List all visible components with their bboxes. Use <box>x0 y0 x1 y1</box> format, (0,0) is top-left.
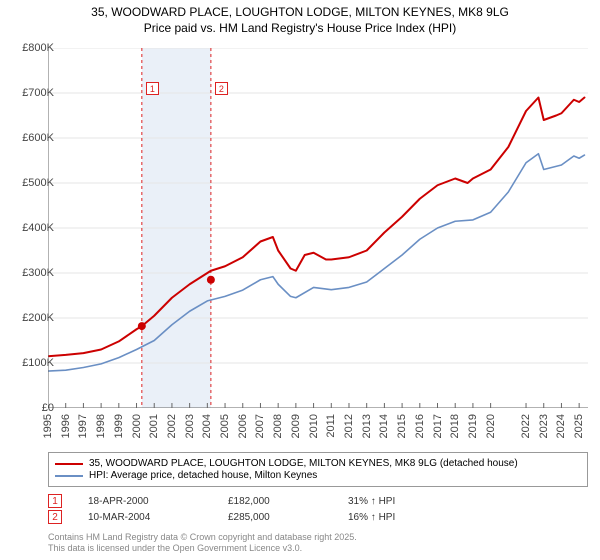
x-tick-label: 2002 <box>166 414 178 438</box>
x-tick-label: 2009 <box>290 414 302 438</box>
x-tick-label: 2014 <box>378 414 390 438</box>
sales-table: 1 18-APR-2000 £182,000 31% ↑ HPI 2 10-MA… <box>48 494 588 526</box>
chart-marker-badge: 1 <box>146 82 159 95</box>
sale-date: 10-MAR-2004 <box>88 512 228 523</box>
title-line1: 35, WOODWARD PLACE, LOUGHTON LODGE, MILT… <box>0 4 600 20</box>
y-tick-label: £400K <box>22 222 54 234</box>
y-tick-label: £300K <box>22 267 54 279</box>
sale-price: £285,000 <box>228 512 348 523</box>
chart-container: 35, WOODWARD PLACE, LOUGHTON LODGE, MILT… <box>0 0 600 560</box>
footer-line1: Contains HM Land Registry data © Crown c… <box>48 532 357 543</box>
x-tick-label: 2013 <box>361 414 373 438</box>
x-tick-label: 2012 <box>343 414 355 438</box>
y-tick-label: £0 <box>42 402 54 414</box>
x-tick-label: 2025 <box>573 414 585 438</box>
footer: Contains HM Land Registry data © Crown c… <box>48 532 357 555</box>
legend: 35, WOODWARD PLACE, LOUGHTON LODGE, MILT… <box>48 452 588 487</box>
x-tick-label: 2008 <box>272 414 284 438</box>
x-tick-label: 2000 <box>131 414 143 438</box>
y-tick-label: £500K <box>22 177 54 189</box>
legend-label: HPI: Average price, detached house, Milt… <box>89 470 317 481</box>
sale-row: 1 18-APR-2000 £182,000 31% ↑ HPI <box>48 494 588 508</box>
x-tick-label: 1998 <box>95 414 107 438</box>
sale-delta: 16% ↑ HPI <box>348 512 488 523</box>
x-tick-label: 2024 <box>555 414 567 438</box>
y-tick-label: £600K <box>22 132 54 144</box>
legend-label: 35, WOODWARD PLACE, LOUGHTON LODGE, MILT… <box>89 458 518 469</box>
x-tick-label: 2003 <box>184 414 196 438</box>
x-tick-label: 2004 <box>201 414 213 438</box>
x-tick-label: 2016 <box>414 414 426 438</box>
title-block: 35, WOODWARD PLACE, LOUGHTON LODGE, MILT… <box>0 0 600 36</box>
legend-item-hpi: HPI: Average price, detached house, Milt… <box>55 470 581 481</box>
x-tick-label: 2010 <box>308 414 320 438</box>
sale-marker-icon: 2 <box>48 510 62 524</box>
legend-swatch <box>55 463 83 465</box>
footer-line2: This data is licensed under the Open Gov… <box>48 543 357 554</box>
y-tick-label: £200K <box>22 312 54 324</box>
x-tick-label: 1996 <box>60 414 72 438</box>
x-tick-label: 2019 <box>467 414 479 438</box>
legend-swatch <box>55 475 83 477</box>
x-tick-label: 1999 <box>113 414 125 438</box>
x-tick-label: 2018 <box>449 414 461 438</box>
chart-area: 12 <box>48 48 588 408</box>
x-tick-label: 1995 <box>42 414 54 438</box>
sale-delta: 31% ↑ HPI <box>348 496 488 507</box>
x-tick-label: 2005 <box>219 414 231 438</box>
x-tick-label: 1997 <box>77 414 89 438</box>
legend-item-price-paid: 35, WOODWARD PLACE, LOUGHTON LODGE, MILT… <box>55 458 581 469</box>
x-tick-label: 2015 <box>396 414 408 438</box>
sale-marker-icon: 1 <box>48 494 62 508</box>
y-tick-label: £700K <box>22 87 54 99</box>
x-tick-label: 2011 <box>325 414 337 438</box>
sale-price: £182,000 <box>228 496 348 507</box>
chart-svg <box>48 48 588 408</box>
x-tick-label: 2007 <box>254 414 266 438</box>
title-line2: Price paid vs. HM Land Registry's House … <box>0 20 600 36</box>
chart-marker-badge: 2 <box>215 82 228 95</box>
x-tick-label: 2001 <box>148 414 160 438</box>
y-tick-label: £100K <box>22 357 54 369</box>
x-tick-label: 2023 <box>538 414 550 438</box>
sale-date: 18-APR-2000 <box>88 496 228 507</box>
x-tick-label: 2017 <box>432 414 444 438</box>
y-tick-label: £800K <box>22 42 54 54</box>
x-tick-label: 2022 <box>520 414 532 438</box>
x-tick-label: 2006 <box>237 414 249 438</box>
x-tick-label: 2020 <box>485 414 497 438</box>
sale-row: 2 10-MAR-2004 £285,000 16% ↑ HPI <box>48 510 588 524</box>
